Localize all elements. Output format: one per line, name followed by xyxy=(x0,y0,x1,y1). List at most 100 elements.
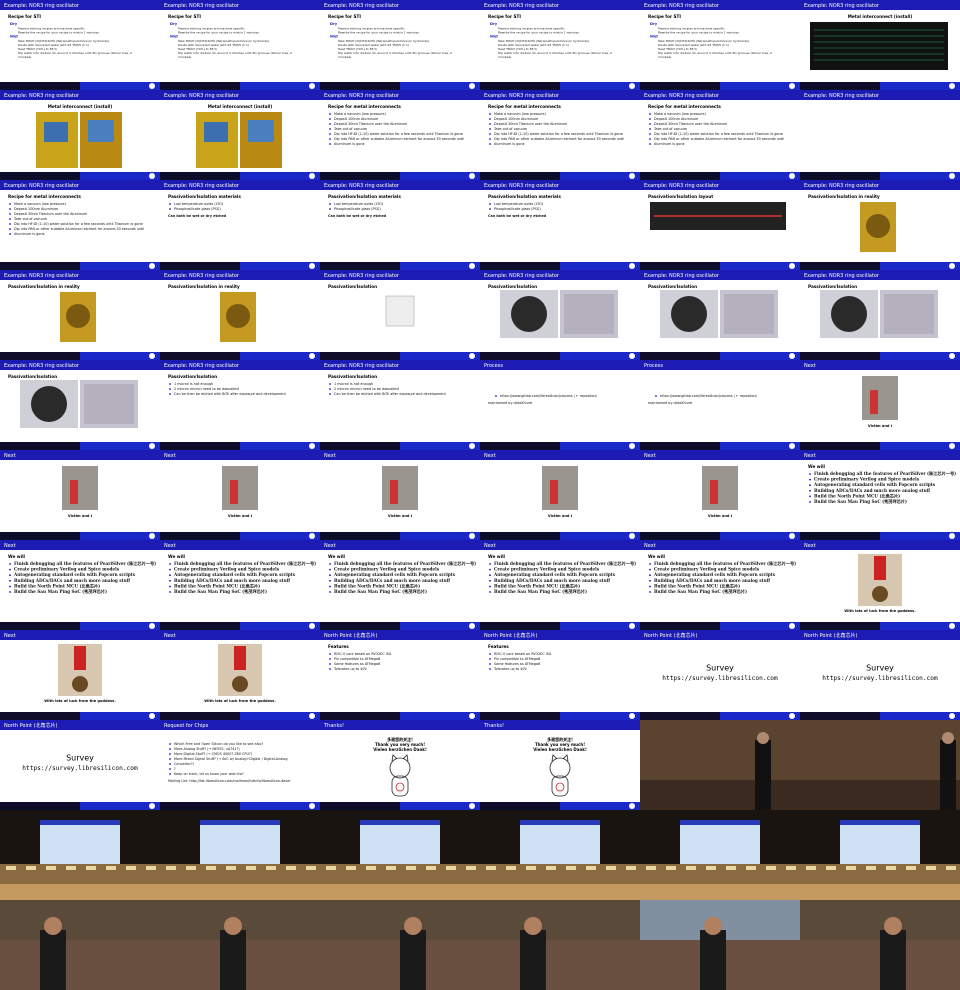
slide-title: Example: NOR3 ring oscillator xyxy=(324,3,400,9)
bullet-dot xyxy=(649,585,651,588)
footer-logo xyxy=(149,443,155,449)
title-bar xyxy=(640,360,800,370)
footer-logo xyxy=(309,803,315,809)
bullet-dot xyxy=(649,123,651,125)
stage-light xyxy=(526,866,536,870)
footer-accent xyxy=(880,82,960,90)
bullet-text: minutes) xyxy=(498,55,511,59)
bullet-text: Rewrite the recipe for your recipe to ma… xyxy=(18,31,99,35)
stage-floor xyxy=(0,884,160,900)
bullet-text: Take TMAH (N(CH3)4OH) (Tetramethylammoni… xyxy=(17,39,109,43)
title-bar xyxy=(0,450,160,460)
stage-light xyxy=(846,866,856,870)
slide-body xyxy=(320,720,480,810)
slide-heading: Passivation/Isolation in reality xyxy=(8,284,80,289)
title-bar xyxy=(640,540,800,550)
bullet-dot xyxy=(649,568,651,571)
title-bar xyxy=(0,90,160,100)
bullet-dot xyxy=(9,203,11,205)
video-frame: North Point (北角芯片) Survey https://survey.l… xyxy=(800,630,960,720)
lucky-cat-icon xyxy=(549,754,571,797)
bullet-dot xyxy=(649,574,651,577)
bullet-dot xyxy=(169,574,171,577)
person xyxy=(700,930,726,990)
slide-title: Next xyxy=(484,543,496,549)
video-frame: Next Victim and I xyxy=(0,450,160,540)
video-frame: Example: NOR3 ring oscillator xyxy=(800,90,960,180)
bullet-dot xyxy=(489,138,491,140)
stage-light xyxy=(726,866,736,870)
footer-accent xyxy=(880,712,960,720)
bullet-text: Which Free and Open Silicon do you like … xyxy=(174,742,263,746)
wall xyxy=(800,720,960,780)
bullet-text: Dip into HF:DI (1:10) water solution for… xyxy=(14,222,143,226)
bullet-dot xyxy=(329,658,331,660)
video-frame: Next Victim and I xyxy=(800,360,960,450)
title-bar xyxy=(480,180,640,190)
footer-logo xyxy=(629,533,635,539)
footer-accent xyxy=(720,262,800,270)
title-bar xyxy=(0,0,160,10)
footer-logo xyxy=(629,623,635,629)
photo-detail xyxy=(204,122,228,142)
slide-heading: Recipe for metal interconnects xyxy=(8,194,81,199)
bullet-dot xyxy=(169,208,171,210)
stage-light xyxy=(906,866,916,870)
bullet-text: Building ADCs/DACs and much more analog … xyxy=(334,578,451,583)
title-bar xyxy=(320,450,480,460)
bullet-dot xyxy=(169,763,171,765)
video-frame xyxy=(160,900,320,990)
bullet-text: Build the Sau Mau Ping SoC (秀茂坪芯片) xyxy=(494,588,587,595)
bullet-text: Dip wafer into dilution for around 4 min… xyxy=(498,51,612,55)
bullet-text: 2 micron micron need to be deposited xyxy=(334,387,399,391)
bullet-dot xyxy=(809,489,811,492)
footer-accent xyxy=(240,532,320,540)
cat-coin xyxy=(555,782,565,792)
bullet-dot xyxy=(9,568,11,571)
bullet-text: Make a vacuum (low pressure) xyxy=(494,112,547,116)
footer-logo xyxy=(949,623,955,629)
screen-bar xyxy=(680,820,760,825)
cat-head xyxy=(549,757,571,779)
bullet-dot xyxy=(329,133,331,135)
video-frame: North Point (北角芯片) Features RISC-V core ba… xyxy=(320,630,480,720)
bullet-dot xyxy=(489,208,491,210)
photo-detail xyxy=(550,480,558,504)
stage-light xyxy=(666,866,676,870)
video-frame: Example: NOR3 ring oscillator Passivation… xyxy=(320,180,480,270)
footer-logo xyxy=(789,353,795,359)
footer-logo xyxy=(469,713,475,719)
video-frame: Example: NOR3 ring oscillator Passivation… xyxy=(800,180,960,270)
slide-title: Example: NOR3 ring oscillator xyxy=(324,183,400,189)
bullet-dot xyxy=(329,128,331,130)
bullet-text: Low temperature oxide (LTO) xyxy=(334,202,384,206)
video-frame: Example: NOR3 ring oscillator Recipe for … xyxy=(480,0,640,90)
speaker-head xyxy=(942,732,954,744)
screen xyxy=(520,820,600,864)
bullet-dot xyxy=(329,563,331,565)
bullet-dot xyxy=(329,591,331,593)
bullet-text: minutes) xyxy=(658,55,671,59)
title-bar xyxy=(800,270,960,280)
bullet-dot xyxy=(9,591,11,593)
video-frame: Next Victim and I xyxy=(320,450,480,540)
bullet-text: Autogenerating standard cells with Popco… xyxy=(813,482,936,487)
photo-detail xyxy=(874,556,886,580)
slide-title: Example: NOR3 ring oscillator xyxy=(164,93,240,99)
stage-light xyxy=(786,866,796,870)
bullet-dot xyxy=(169,563,171,565)
footer-logo xyxy=(469,533,475,539)
video-frame: Next With lots of luck from the goddess. xyxy=(160,630,320,720)
video-frame xyxy=(320,810,480,900)
slide-title: Thanks! xyxy=(323,723,344,729)
stage-light xyxy=(346,866,356,870)
footer-accent xyxy=(720,532,800,540)
bullet-dot xyxy=(329,208,331,210)
bullet-text: Build the Sau Mau Ping SoC (秀茂坪芯片) xyxy=(814,498,907,505)
bullet-text: Take TMAH (N(CH3)4OH) (Tetramethylammoni… xyxy=(177,39,269,43)
bullet-text: 1 micron is not enough xyxy=(174,382,213,386)
slide-heading: Metal interconnect (install) xyxy=(48,104,113,109)
slide-title: Example: NOR3 ring oscillator xyxy=(4,363,80,369)
video-frame: Example: NOR3 ring oscillator Passivation… xyxy=(160,180,320,270)
